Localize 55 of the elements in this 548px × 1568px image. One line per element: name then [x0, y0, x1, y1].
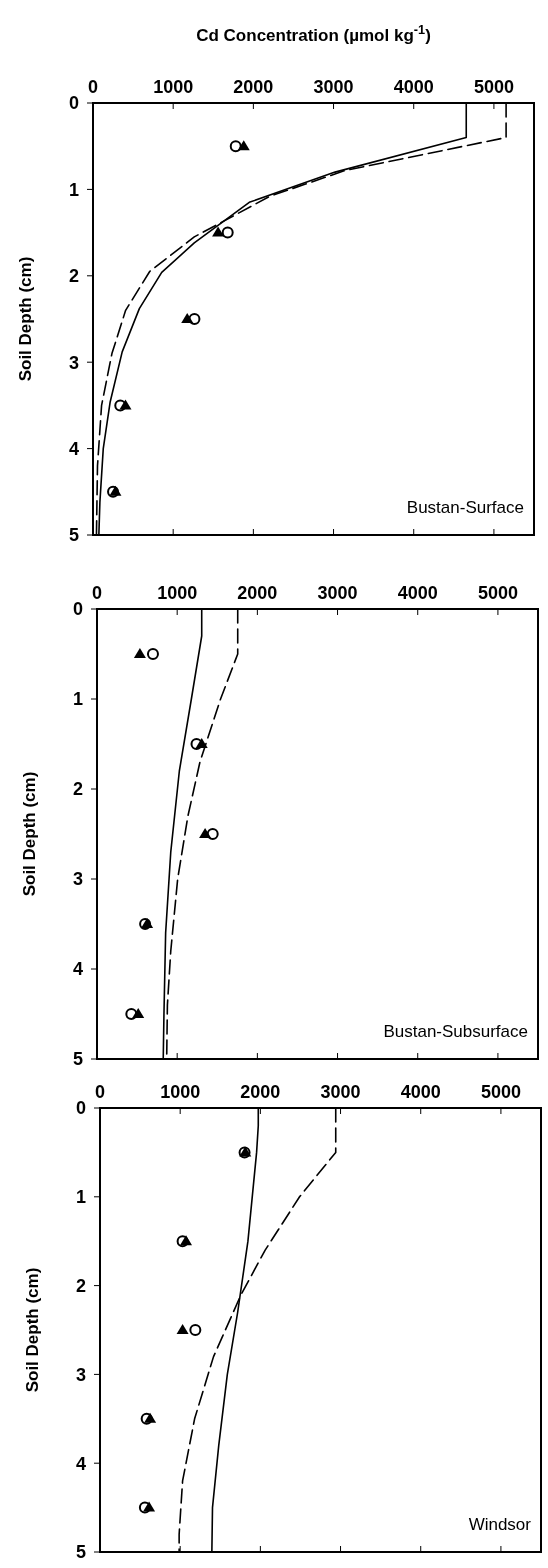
y-tick-label: 2 [68, 266, 79, 287]
y-axis-title: Soil Depth (cm) [20, 771, 39, 897]
point [133, 648, 146, 658]
point [189, 1324, 202, 1336]
point [188, 313, 201, 325]
y-tick-label: 4 [72, 959, 83, 980]
annotation: Windsor [468, 1515, 532, 1534]
y-tick-label: 1 [72, 689, 83, 710]
y-tick-label: 2 [72, 779, 83, 800]
y-tick-label: 5 [75, 1542, 86, 1563]
y-tick-label: 1 [68, 179, 79, 200]
annotation: Bustan-Surface [406, 498, 524, 517]
annotation: Bustan-Subsurface [383, 1022, 528, 1041]
y-tick-label: 0 [72, 599, 83, 620]
x-tick-label: 3000 [313, 77, 354, 97]
y-tick-label: 1 [75, 1187, 86, 1208]
x-tick-label: 2000 [240, 1082, 281, 1102]
y-tick-label: 0 [68, 93, 79, 114]
point [229, 140, 242, 153]
point [221, 226, 234, 239]
point [176, 1235, 189, 1248]
point [212, 226, 225, 237]
y-tick-label: 4 [68, 438, 79, 459]
point [206, 828, 219, 840]
x-tick-label: 4000 [400, 1082, 441, 1102]
x-tick-label: 1000 [153, 77, 194, 97]
y-tick-label: 5 [72, 1049, 83, 1070]
x-tick-label: 5000 [473, 77, 514, 97]
x-tick-label: 4000 [393, 77, 434, 97]
y-tick-label: 5 [68, 525, 79, 546]
x-tick-label: 3000 [320, 1082, 361, 1102]
x-tick-label: 4000 [397, 583, 438, 603]
point [125, 1008, 138, 1020]
y-tick-label: 0 [75, 1098, 86, 1119]
x-tick-label: 2000 [237, 583, 278, 603]
chart-title: Cd Concentration (µmol kg$^{-1}$) [196, 21, 431, 45]
x-tick-label: 0 [91, 583, 103, 603]
y-tick-label: 2 [75, 1275, 86, 1296]
x-tick-label: 0 [94, 1082, 106, 1102]
y-tick-label: 3 [68, 352, 79, 373]
y-axis-title: Soil Depth (cm) [16, 256, 35, 382]
point [146, 648, 159, 660]
x-tick-label: 3000 [317, 583, 358, 603]
y-axis-title: Soil Depth (cm) [23, 1267, 42, 1393]
y-tick-label: 3 [75, 1364, 86, 1385]
point [176, 1324, 189, 1334]
point [138, 1501, 151, 1514]
x-tick-label: 1000 [157, 583, 198, 603]
x-tick-label: 5000 [480, 1082, 521, 1102]
x-tick-label: 5000 [477, 583, 518, 603]
y-tick-label: 3 [72, 869, 83, 890]
y-tick-label: 4 [75, 1453, 86, 1474]
x-tick-label: 2000 [233, 77, 274, 97]
point [140, 1412, 153, 1425]
x-tick-label: 1000 [160, 1082, 201, 1102]
